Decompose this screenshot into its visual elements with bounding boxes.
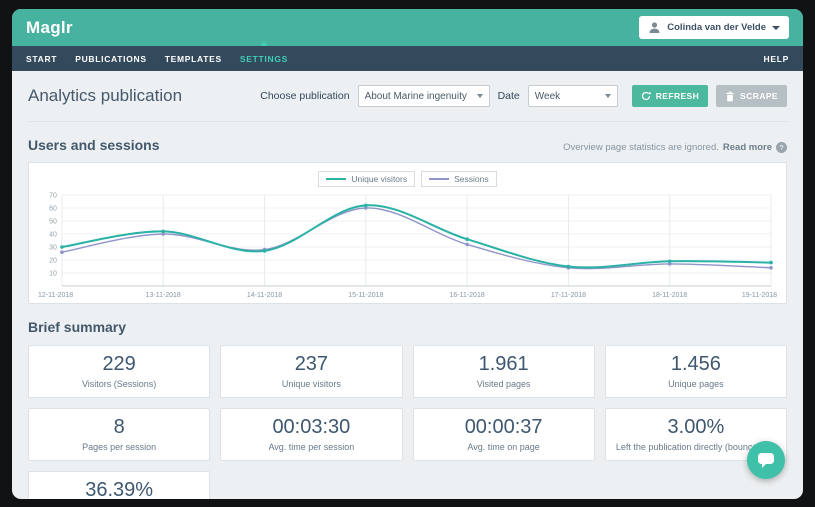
- stat-card-avg-time-per-session: 00:03:30 Avg. time per session: [220, 408, 403, 461]
- svg-text:50: 50: [49, 218, 57, 225]
- nav-item-templates[interactable]: TEMPLATES: [164, 53, 222, 64]
- analytics-toolbar: Analytics publication Choose publication…: [28, 71, 787, 122]
- app-window: Maglr Colinda van der Velde START PUBLIC…: [12, 9, 803, 499]
- svg-text:40: 40: [49, 231, 57, 238]
- nav-item-start[interactable]: START: [26, 53, 58, 64]
- stat-label: Pages per session: [82, 442, 157, 452]
- svg-text:60: 60: [49, 205, 57, 212]
- svg-text:18-11-2018: 18-11-2018: [652, 292, 687, 299]
- stat-label: Avg. time per session: [268, 442, 355, 452]
- nav-item-help[interactable]: HELP: [763, 53, 789, 64]
- summary-grid: 229 Visitors (Sessions) 237 Unique visit…: [28, 345, 787, 499]
- stat-label: Unique pages: [668, 379, 724, 389]
- chevron-down-icon: [772, 25, 780, 30]
- legend-swatch-sessions: [429, 178, 450, 180]
- chevron-down-icon: [476, 94, 483, 98]
- stat-label: Avg. time on page: [467, 442, 540, 452]
- refresh-icon: [641, 91, 651, 101]
- chat-button[interactable]: [747, 441, 785, 479]
- scrape-button[interactable]: SCRAPE: [716, 85, 787, 107]
- chat-icon: [757, 452, 775, 469]
- svg-text:10: 10: [49, 270, 57, 277]
- stat-value: 36.39%: [85, 479, 154, 499]
- nav-item-publications[interactable]: PUBLICATIONS: [75, 53, 147, 64]
- stat-value: 8: [113, 416, 125, 438]
- page-content: Analytics publication Choose publication…: [12, 71, 803, 499]
- trash-icon: [725, 91, 735, 102]
- stat-card-visited-pages: 1.961 Visited pages: [412, 345, 595, 398]
- stat-value: 00:03:30: [272, 416, 351, 438]
- legend-swatch-unique-visitors: [326, 178, 347, 180]
- chart-card: Unique visitors Sessions 10 20 30 40 50 60 70 1…: [28, 162, 787, 304]
- chart-section-header: Users and sessions Overview page statist…: [28, 137, 787, 153]
- legend-item-sessions[interactable]: Sessions: [421, 171, 497, 187]
- top-bar: Maglr Colinda van der Velde: [12, 9, 803, 46]
- svg-text:15-11-2018: 15-11-2018: [348, 292, 383, 299]
- chevron-down-icon: [604, 94, 611, 98]
- summary-section-title: Brief summary: [28, 319, 127, 335]
- active-tab-indicator: [259, 40, 268, 46]
- svg-text:14-11-2018: 14-11-2018: [247, 292, 282, 299]
- date-label: Date: [497, 90, 520, 102]
- stat-card-unique-pages: 1.456 Unique pages: [604, 345, 787, 398]
- stat-card-avg-time-on-page: 00:00:37 Avg. time on page: [412, 408, 595, 461]
- stat-value: 229: [102, 353, 136, 375]
- stat-value: 1.961: [478, 353, 529, 375]
- publication-label: Choose publication: [260, 90, 350, 102]
- user-name: Colinda van der Velde: [667, 22, 766, 33]
- chart-legend: Unique visitors Sessions: [38, 171, 777, 187]
- svg-text:12-11-2018: 12-11-2018: [38, 292, 73, 299]
- svg-text:17-11-2018: 17-11-2018: [551, 292, 586, 299]
- avatar-icon: [648, 21, 661, 34]
- chart-section-title: Users and sessions: [28, 137, 160, 153]
- stat-value: 3.00%: [667, 416, 725, 438]
- svg-text:19-11-2018: 19-11-2018: [742, 292, 777, 299]
- svg-text:13-11-2018: 13-11-2018: [146, 292, 181, 299]
- date-select-value: Week: [534, 90, 561, 102]
- stat-value: 00:00:37: [464, 416, 543, 438]
- stat-value: 1.456: [670, 353, 721, 375]
- toolbar-controls: Choose publication About Marine ingenuit…: [260, 85, 787, 107]
- brand-logo: Maglr: [26, 17, 73, 37]
- svg-text:70: 70: [49, 192, 57, 199]
- publication-select[interactable]: About Marine ingenuity: [357, 85, 490, 107]
- svg-text:30: 30: [49, 244, 57, 251]
- stat-card-pages-per-session: 8 Pages per session: [28, 408, 211, 461]
- date-select[interactable]: Week: [527, 85, 618, 107]
- user-menu[interactable]: Colinda van der Velde: [639, 16, 789, 39]
- stat-label: Left the publication directly (bouncerat…: [615, 442, 776, 452]
- question-circle-icon[interactable]: ?: [776, 142, 787, 153]
- read-more-link[interactable]: Read more: [722, 142, 772, 153]
- chart-section-note: Overview page statistics are ignored. Re…: [563, 142, 787, 153]
- stat-label: Visited pages: [476, 379, 531, 389]
- legend-item-unique-visitors[interactable]: Unique visitors: [318, 171, 416, 187]
- summary-section-header: Brief summary: [28, 319, 787, 335]
- stat-value: 237: [294, 353, 329, 375]
- stat-card-unique-visitors: 237 Unique visitors: [220, 345, 403, 398]
- stat-label: Unique visitors: [281, 379, 341, 389]
- stat-card-partial: 36.39%: [28, 471, 211, 499]
- stat-card-visitors: 229 Visitors (Sessions): [28, 345, 211, 398]
- refresh-button[interactable]: REFRESH: [631, 85, 709, 107]
- svg-text:16-11-2018: 16-11-2018: [450, 292, 485, 299]
- page-title: Analytics publication: [28, 86, 183, 105]
- nav-item-settings[interactable]: SETTINGS: [240, 40, 288, 64]
- main-nav: START PUBLICATIONS TEMPLATES SETTINGS HE…: [12, 40, 803, 71]
- sessions-chart: 10 20 30 40 50 60 70 12-11-2018 13-11-2018 14-11-…: [38, 192, 777, 299]
- publication-select-value: About Marine ingenuity: [364, 90, 467, 102]
- svg-text:20: 20: [49, 257, 57, 264]
- stat-label: Visitors (Sessions): [81, 379, 157, 389]
